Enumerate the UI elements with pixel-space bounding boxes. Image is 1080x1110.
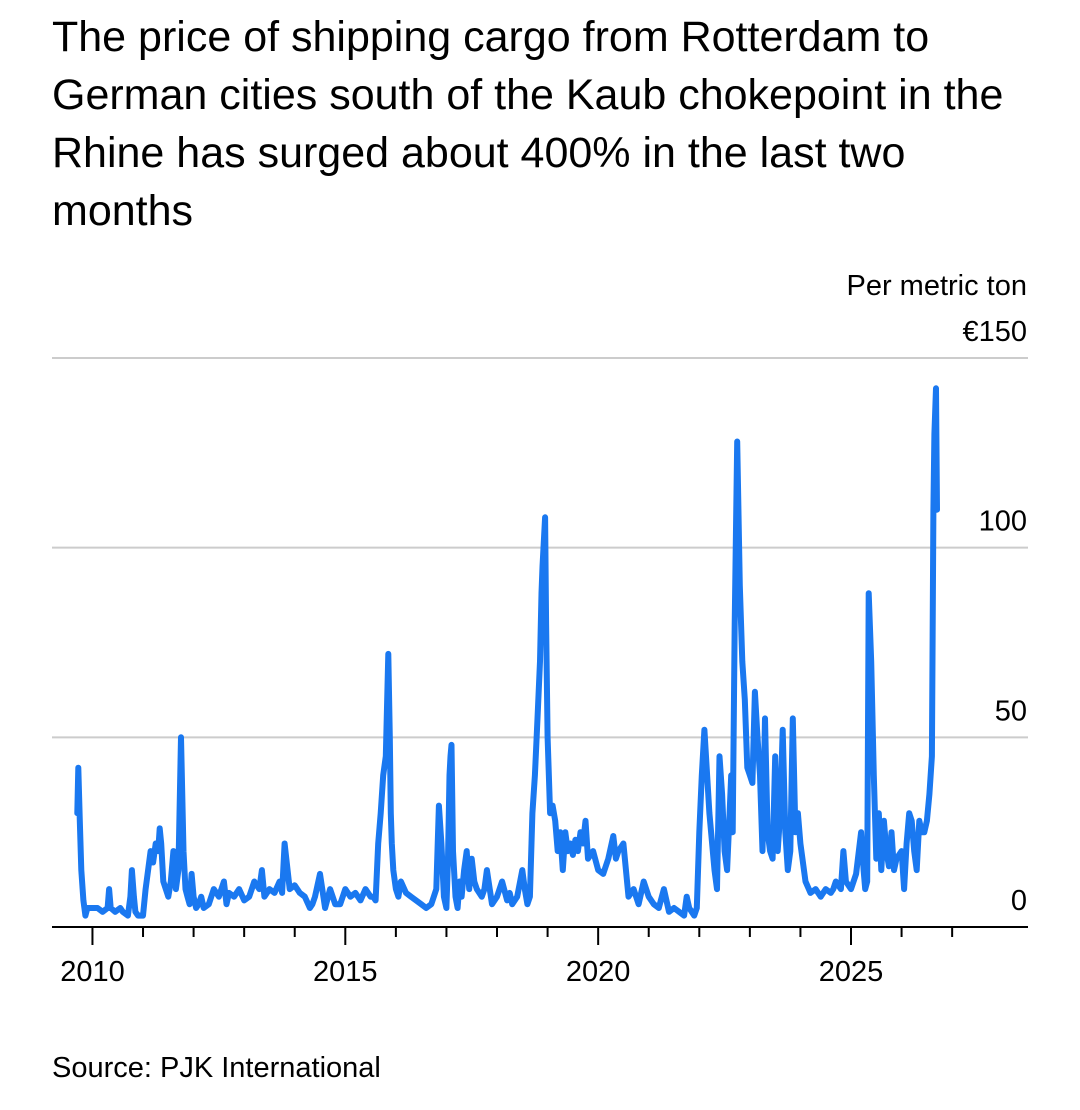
- x-tick-label: 2015: [313, 956, 378, 988]
- y-axis-unit-label: Per metric ton: [847, 270, 1028, 302]
- y-tick-label: 100: [979, 506, 1027, 538]
- y-axis-labels: Per metric ton 0 50 100 €150: [847, 270, 1028, 917]
- y-tick-label: 50: [995, 695, 1027, 727]
- series-layer: [74, 385, 940, 919]
- x-tick-label: 2025: [819, 956, 884, 988]
- x-tick-label: 2020: [566, 956, 631, 988]
- series-line: [74, 385, 940, 919]
- y-tick-label: 0: [1011, 885, 1027, 917]
- y-tick-label: €150: [962, 316, 1027, 348]
- x-tick-label: 2010: [60, 956, 125, 988]
- source-note: Source: PJK International: [52, 1052, 381, 1084]
- chart-title: The price of shipping cargo from Rotterd…: [52, 13, 1004, 235]
- x-axis: 2010 2015 2020 2025: [52, 926, 1028, 988]
